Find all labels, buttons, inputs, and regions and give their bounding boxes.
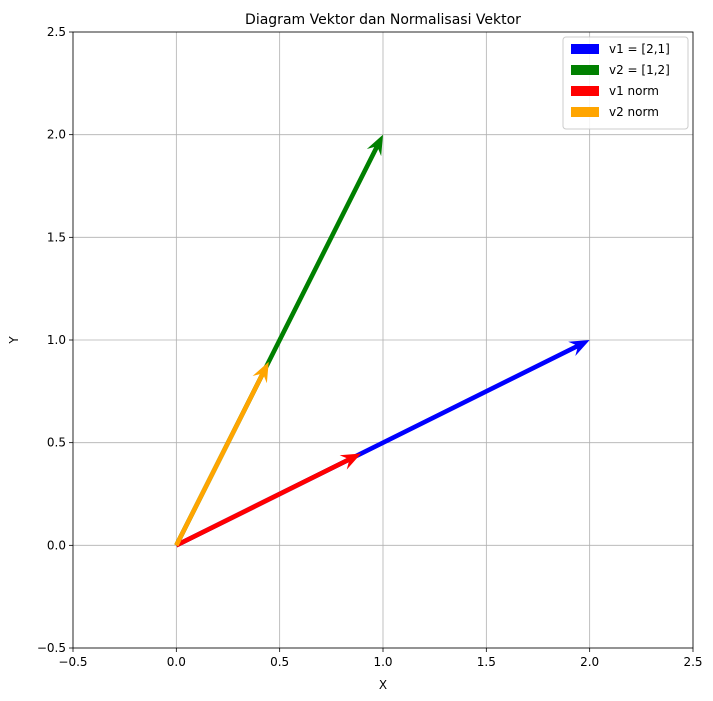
- x-tick-label: −0.5: [58, 655, 87, 669]
- y-tick-label: −0.5: [37, 641, 66, 655]
- legend-label: v2 norm: [609, 105, 659, 119]
- y-tick-label: 2.0: [47, 128, 66, 142]
- legend-swatch: [571, 44, 599, 54]
- x-tick-label: 0.5: [270, 655, 289, 669]
- x-tick-label: 0.0: [167, 655, 186, 669]
- legend-swatch: [571, 86, 599, 96]
- y-tick-label: 1.0: [47, 333, 66, 347]
- x-tick-label: 1.0: [373, 655, 392, 669]
- legend-box: [562, 36, 689, 130]
- vector-arrow-3: [175, 453, 362, 548]
- y-tick-label: 2.5: [47, 25, 66, 39]
- legend-label: v1 norm: [609, 84, 659, 98]
- y-tick-label: 1.5: [47, 230, 66, 244]
- legend-swatch: [571, 107, 599, 117]
- x-tick-label: 2.5: [683, 655, 702, 669]
- ticks: −0.5 0.0 0.5 1.0 1.5 2.0 2.5 −0.5 0.0 0.5 1.0 1.5 2.…: [37, 25, 703, 669]
- x-tick-label: 2.0: [580, 655, 599, 669]
- legend: v1 = [2,1] v2 = [1,2] v1 norm v2 norm: [562, 36, 689, 130]
- y-axis-label: Y: [7, 336, 21, 345]
- legend-label: v2 = [1,2]: [609, 63, 670, 77]
- y-tick-label: 0.5: [47, 436, 66, 450]
- x-tick-label: 1.5: [477, 655, 496, 669]
- x-axis-label: X: [379, 678, 387, 692]
- vector-arrow-4: [174, 361, 269, 547]
- legend-swatch: [571, 65, 599, 75]
- vectors: [174, 134, 590, 548]
- legend-label: v1 = [2,1]: [609, 42, 670, 56]
- chart-title: Diagram Vektor dan Normalisasi Vektor: [245, 12, 521, 28]
- y-tick-label: 0.0: [47, 538, 66, 552]
